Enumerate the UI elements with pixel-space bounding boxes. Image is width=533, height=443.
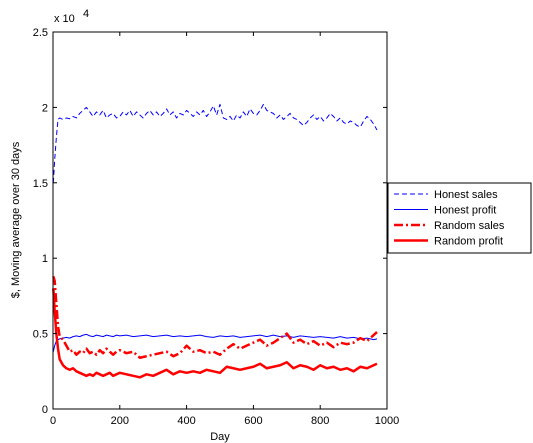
x-tick-label: 400 xyxy=(177,415,195,427)
series-line-honest-sales xyxy=(52,103,378,183)
x-tick-label: 0 xyxy=(50,415,56,427)
x-tick-label: 800 xyxy=(311,415,329,427)
legend: Honest sales Honest profit Random sales Ran… xyxy=(387,182,532,254)
y-exponent-base: x 10 xyxy=(54,13,75,25)
series-layer xyxy=(52,103,378,379)
y-axis-label: $, Moving average over 30 days xyxy=(10,141,22,298)
x-axis-label: Day xyxy=(210,431,230,443)
y-exponent-power: 4 xyxy=(83,8,89,20)
legend-entry: Honest sales xyxy=(434,189,498,201)
y-tick-label: 1 xyxy=(42,253,48,265)
y-tick-label: 2.5 xyxy=(33,27,48,39)
legend-entry: Random profit xyxy=(434,236,503,248)
x-tick-label: 600 xyxy=(244,415,262,427)
x-tick-label: 1000 xyxy=(375,415,399,427)
series-line-random-profit xyxy=(52,288,378,379)
y-tick-label: 1.5 xyxy=(33,178,48,190)
y-tick-label: 0 xyxy=(42,404,48,416)
legend-entry: Honest profit xyxy=(434,205,496,217)
series-line-random-sales xyxy=(52,275,378,359)
plot-frame xyxy=(52,31,388,410)
series-line-honest-profit xyxy=(52,333,378,352)
y-tick-label: 0.5 xyxy=(33,329,48,341)
ticks-layer: 0 200 400 600 800 1000 0 0.5 1 1.5 2 2.5 xyxy=(33,27,400,427)
y-tick-label: 2 xyxy=(42,102,48,114)
legend-entry: Random sales xyxy=(434,220,505,232)
y-exponent-label: x 10 xyxy=(54,13,75,25)
x-tick-label: 200 xyxy=(111,415,129,427)
